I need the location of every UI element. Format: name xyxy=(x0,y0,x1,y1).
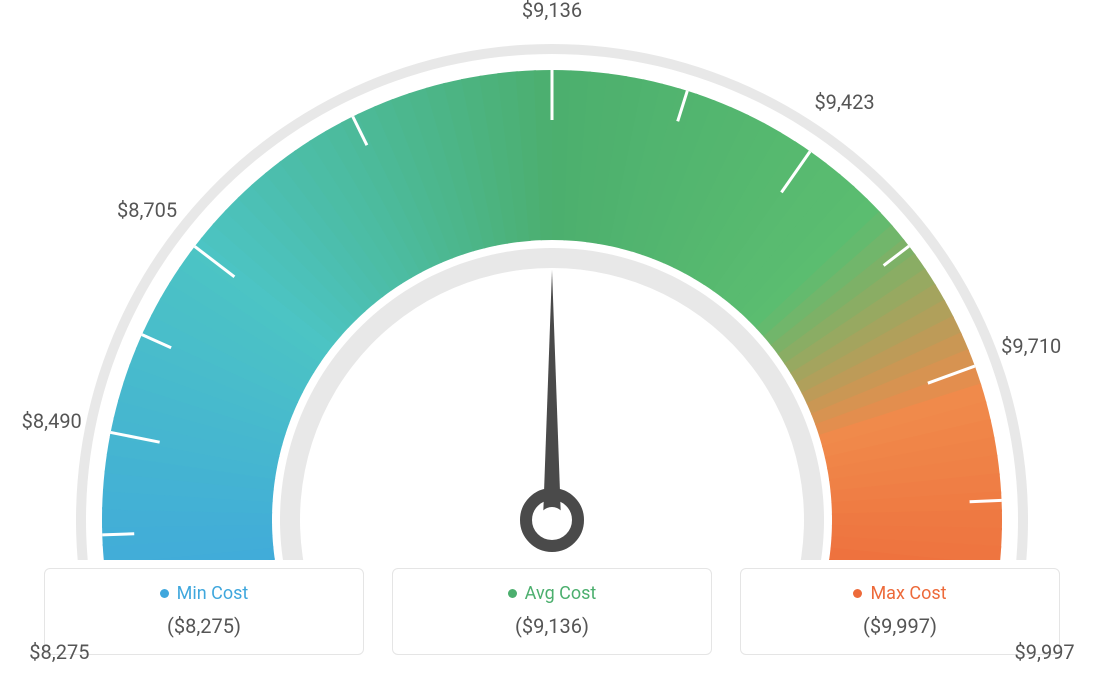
min-cost-dot xyxy=(160,589,169,598)
max-cost-dot xyxy=(853,589,862,598)
gauge-svg xyxy=(0,0,1104,560)
gauge-tick-label: $9,423 xyxy=(814,90,874,114)
min-cost-title-row: Min Cost xyxy=(65,583,343,604)
avg-cost-title-row: Avg Cost xyxy=(413,583,691,604)
avg-cost-card: Avg Cost ($9,136) xyxy=(392,568,712,655)
cost-cards: Min Cost ($8,275) Avg Cost ($9,136) Max … xyxy=(0,568,1104,655)
avg-cost-value: ($9,136) xyxy=(413,614,691,638)
min-cost-card: Min Cost ($8,275) xyxy=(44,568,364,655)
avg-cost-title: Avg Cost xyxy=(525,583,597,604)
avg-cost-dot xyxy=(508,589,517,598)
gauge-tick-label: $9,710 xyxy=(1001,334,1061,358)
max-cost-title: Max Cost xyxy=(870,583,946,604)
max-cost-title-row: Max Cost xyxy=(761,583,1039,604)
min-cost-value: ($8,275) xyxy=(65,614,343,638)
max-cost-card: Max Cost ($9,997) xyxy=(740,568,1060,655)
gauge-tick-label: $9,136 xyxy=(522,0,582,22)
gauge-tick-label: $8,490 xyxy=(22,409,82,433)
gauge-tick-label: $8,275 xyxy=(29,640,89,664)
gauge-container: $8,275$8,490$8,705$9,136$9,423$9,710$9,9… xyxy=(0,0,1104,560)
gauge-tick-label: $8,705 xyxy=(117,198,177,222)
min-cost-title: Min Cost xyxy=(177,583,249,604)
gauge-tick-label: $9,997 xyxy=(1015,640,1075,664)
max-cost-value: ($9,997) xyxy=(761,614,1039,638)
